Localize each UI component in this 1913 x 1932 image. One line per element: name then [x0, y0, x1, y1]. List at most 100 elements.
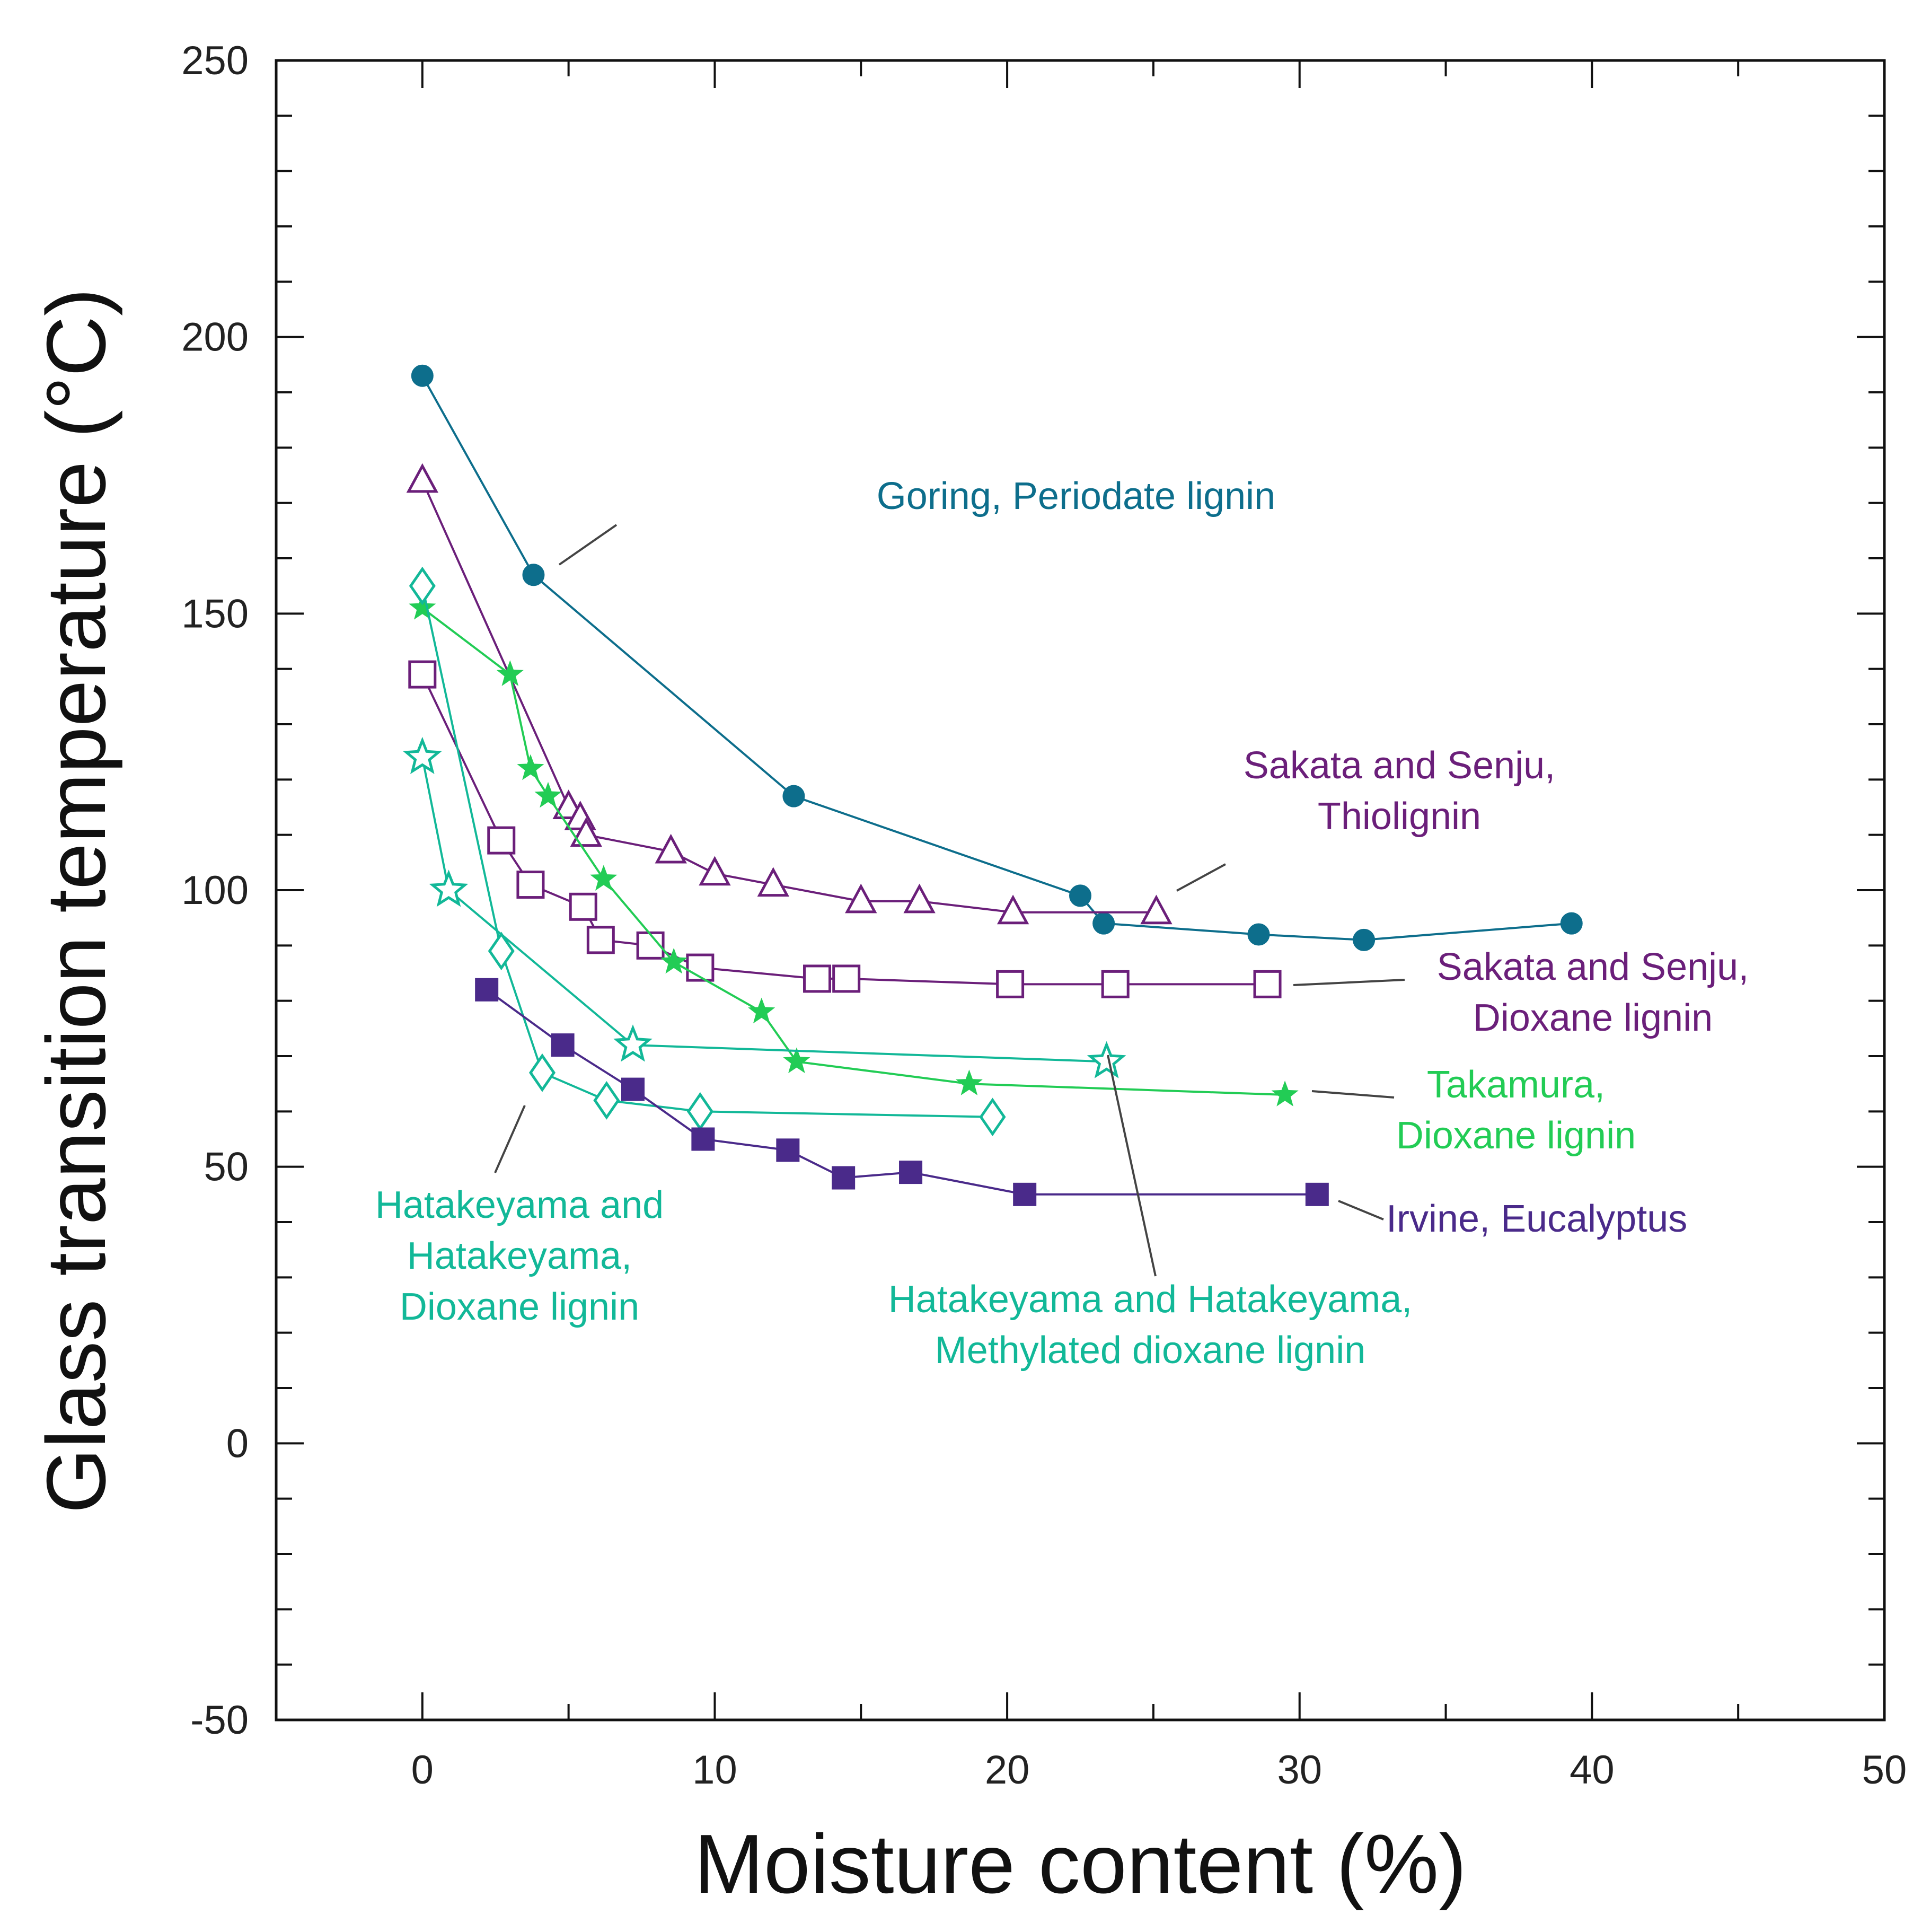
series-label-line: Hatakeyama,	[407, 1235, 632, 1277]
y-tick-label: 100	[181, 868, 249, 913]
x-tick-label: 0	[411, 1747, 434, 1793]
data-point	[593, 1081, 620, 1120]
series-group	[402, 364, 1583, 1206]
series-label-line: Methylated dioxane lignin	[935, 1329, 1366, 1372]
y-tick-labels: -50 0 50 100 150 200 250	[181, 38, 249, 1743]
series-label-line: Sakata and Senju,	[1437, 946, 1749, 988]
data-point	[1353, 928, 1376, 951]
series-0	[411, 364, 1583, 951]
data-point	[691, 1127, 715, 1151]
data-point	[402, 736, 442, 774]
series-3	[409, 594, 1299, 1106]
data-point	[488, 932, 515, 971]
leader-line	[1293, 979, 1405, 986]
data-point	[1092, 912, 1115, 935]
series-label-line: Hatakeyama and	[375, 1184, 664, 1226]
series-label-line: Takamura,	[1427, 1064, 1605, 1106]
y-tick-label: 150	[181, 591, 249, 636]
data-point	[757, 867, 789, 897]
series-line	[421, 585, 993, 1118]
data-point	[1069, 884, 1091, 907]
x-tick-label: 30	[1277, 1747, 1322, 1793]
data-point	[748, 997, 775, 1024]
series-label-line: Dioxane lignin	[400, 1286, 639, 1328]
series-5	[402, 736, 1126, 1078]
series-labels: Goring, Periodate lignin Sakata and Senju…	[375, 475, 1749, 1372]
data-point	[903, 883, 936, 914]
y-tick-label: 250	[181, 38, 249, 83]
data-point	[832, 1166, 856, 1190]
series-label: Sakata and Senju, Thiolignin	[1244, 744, 1555, 838]
data-point	[528, 1053, 556, 1092]
y-tick-label: 0	[226, 1421, 249, 1466]
x-tick-label: 40	[1570, 1747, 1615, 1793]
leader-line	[1338, 1200, 1384, 1220]
data-point	[551, 1033, 575, 1057]
x-tick-label: 50	[1862, 1747, 1907, 1793]
data-point	[534, 781, 562, 808]
data-point	[590, 865, 618, 891]
data-point	[1140, 894, 1173, 925]
data-point	[406, 463, 439, 493]
series-label: Goring, Periodate lignin	[877, 475, 1275, 517]
data-point	[899, 1161, 923, 1184]
data-point	[411, 364, 434, 387]
series-label: Hatakeyama and Hatakeyama, Methylated dio…	[888, 1278, 1413, 1372]
series-line	[421, 375, 1572, 941]
data-point	[1271, 1081, 1299, 1106]
data-point	[517, 754, 544, 780]
data-point	[1253, 970, 1282, 998]
data-point	[655, 833, 687, 864]
data-point	[475, 978, 499, 1002]
data-point	[570, 817, 602, 847]
series-1	[406, 463, 1173, 925]
leader-line	[1176, 863, 1226, 892]
data-point	[569, 892, 597, 921]
x-tick-label: 20	[985, 1747, 1030, 1793]
leader-line	[558, 524, 618, 566]
data-point	[776, 1138, 800, 1162]
series-2	[408, 660, 1282, 998]
data-point	[783, 1047, 810, 1074]
leader-line	[494, 1105, 526, 1173]
data-point	[496, 660, 524, 686]
data-point	[621, 1077, 645, 1101]
data-point	[1560, 912, 1583, 935]
y-axis-title: Glass transition temperature (°C)	[30, 288, 123, 1513]
x-tick-labels: 0 10 20 30 40 50	[411, 1747, 1907, 1793]
data-point	[409, 566, 436, 605]
data-point	[1101, 970, 1130, 998]
plot-frame	[275, 59, 1886, 1722]
data-point	[1305, 1182, 1329, 1206]
data-point	[586, 926, 615, 954]
data-point	[1087, 1041, 1126, 1078]
data-point	[516, 871, 545, 899]
data-point	[997, 894, 1029, 925]
series-line	[421, 607, 1285, 1096]
data-point	[1013, 1182, 1037, 1206]
data-point	[660, 947, 687, 974]
data-point	[699, 856, 731, 886]
series-label: Sakata and Senju, Dioxane lignin	[1437, 946, 1749, 1039]
leader-line	[1107, 1055, 1157, 1277]
x-tick-label: 10	[692, 1747, 737, 1793]
series-label: Hatakeyama and Hatakeyama, Dioxane lignin	[375, 1184, 664, 1328]
series-label: Irvine, Eucalyptus	[1386, 1198, 1687, 1240]
data-point	[845, 883, 877, 914]
series-label-line: Goring, Periodate lignin	[877, 475, 1275, 517]
data-point	[979, 1097, 1006, 1137]
data-point	[996, 970, 1025, 998]
series-label-line: Dioxane lignin	[1396, 1114, 1636, 1157]
data-point	[487, 826, 516, 855]
data-point	[832, 964, 861, 993]
data-point	[613, 1024, 653, 1062]
series-label: Takamura, Dioxane lignin	[1396, 1064, 1636, 1157]
data-point	[782, 785, 805, 807]
data-point	[955, 1069, 983, 1095]
y-tick-label: 200	[181, 315, 249, 360]
leader-line	[1311, 1090, 1395, 1099]
y-tick-label: 50	[204, 1145, 249, 1190]
series-label-line: Hatakeyama and Hatakeyama,	[888, 1278, 1413, 1321]
tick-marks	[275, 59, 1885, 1721]
